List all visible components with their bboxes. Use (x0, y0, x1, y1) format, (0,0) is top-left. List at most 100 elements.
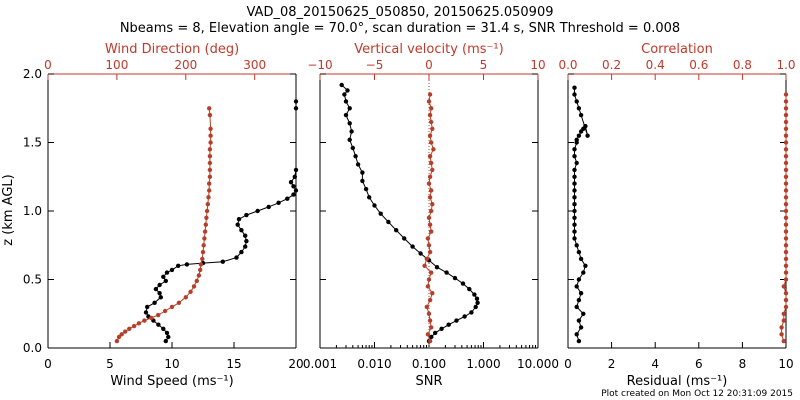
data-point (427, 133, 433, 138)
data-point (350, 145, 355, 151)
data-point (349, 129, 354, 134)
data-point (288, 180, 294, 185)
data-point (198, 267, 203, 273)
data-point (446, 322, 451, 327)
data-point (779, 325, 784, 330)
bottom-axis-label: SNR (415, 374, 442, 389)
series-black-bottom (572, 85, 590, 344)
data-point (429, 208, 434, 214)
data-point (402, 236, 407, 241)
data-point (783, 222, 789, 227)
data-point (576, 297, 582, 303)
title-line-2: Nbeams = 8, Elevation angle = 70.0°, sca… (120, 21, 680, 36)
series-line (341, 84, 479, 342)
data-point (430, 291, 435, 296)
top-tick-label: 10 (530, 58, 545, 72)
data-point (427, 112, 433, 118)
data-point (386, 219, 391, 225)
top-tick-label: 0.2 (602, 58, 621, 72)
data-point (572, 181, 577, 186)
data-point (783, 229, 789, 234)
bottom-tick-label: 0 (564, 357, 572, 371)
data-point (572, 188, 577, 193)
data-point (200, 249, 206, 255)
top-tick-label: 0 (425, 58, 433, 72)
data-point (426, 277, 432, 282)
data-point (343, 99, 349, 104)
data-point (429, 188, 434, 193)
data-point (434, 265, 440, 270)
data-point (239, 249, 244, 255)
data-point (429, 140, 434, 145)
data-point (207, 174, 213, 179)
data-point (292, 174, 297, 179)
top-tick-label: 0 (44, 58, 52, 72)
bottom-tick-label: 10 (778, 357, 793, 371)
data-point (424, 304, 429, 310)
bottom-tick-label: 15 (226, 357, 241, 371)
y-tick-label: 1.5 (23, 136, 42, 150)
data-point (783, 126, 789, 131)
data-point (585, 133, 590, 138)
data-point (208, 140, 213, 145)
data-point (572, 208, 577, 214)
y-tick-label: 0.5 (23, 273, 42, 287)
data-point (153, 286, 159, 292)
data-point (783, 195, 789, 200)
data-point (427, 222, 433, 227)
bottom-tick-label: 0.010 (357, 357, 391, 371)
data-point (574, 243, 579, 248)
data-point (205, 202, 210, 207)
top-tick-label: 1.0 (776, 58, 795, 72)
data-point (196, 273, 202, 278)
bottom-tick-label: 4 (651, 357, 659, 371)
data-point (426, 311, 432, 316)
data-point (207, 167, 213, 173)
series-line (145, 101, 297, 342)
data-point (293, 188, 299, 193)
series-line (116, 108, 212, 342)
top-tick-label: −10 (307, 58, 332, 72)
data-point (204, 208, 210, 214)
data-point (427, 195, 433, 200)
data-point (581, 270, 586, 275)
data-point (204, 215, 209, 220)
data-point (166, 334, 171, 340)
panel-3: 0 2 4 6 8 10 Residual (ms⁻¹) 0.0 0.2 0.4 0.6 0.8 1.0… (558, 42, 795, 389)
series-black-bottom (339, 82, 480, 344)
data-point (244, 238, 249, 244)
data-point (783, 263, 789, 268)
data-point (783, 174, 789, 179)
data-point (188, 289, 193, 294)
data-point (783, 160, 789, 166)
data-point (206, 195, 211, 200)
data-point (779, 332, 784, 337)
data-point (429, 229, 434, 234)
data-point (184, 262, 190, 267)
data-point (783, 106, 789, 111)
data-point (207, 147, 213, 152)
data-point (433, 330, 438, 336)
data-point (131, 323, 137, 329)
series-black-bottom (143, 99, 299, 344)
bottom-tick-label: 8 (739, 357, 747, 371)
data-point (572, 195, 577, 200)
data-point (143, 310, 149, 315)
data-point (783, 133, 789, 138)
data-point (161, 326, 166, 331)
data-point (783, 181, 789, 186)
data-point (454, 318, 459, 323)
series-red-top (779, 92, 789, 344)
data-point (191, 284, 197, 289)
data-point (460, 281, 466, 286)
data-point (427, 318, 433, 323)
data-point (572, 202, 577, 207)
data-point (157, 291, 162, 296)
top-axis-label: Correlation (641, 42, 713, 57)
data-point (783, 215, 789, 220)
data-point (342, 92, 347, 97)
plot-credit: Plot created on Mon Oct 12 20:31:09 2015 (601, 389, 793, 399)
data-point (572, 85, 577, 90)
